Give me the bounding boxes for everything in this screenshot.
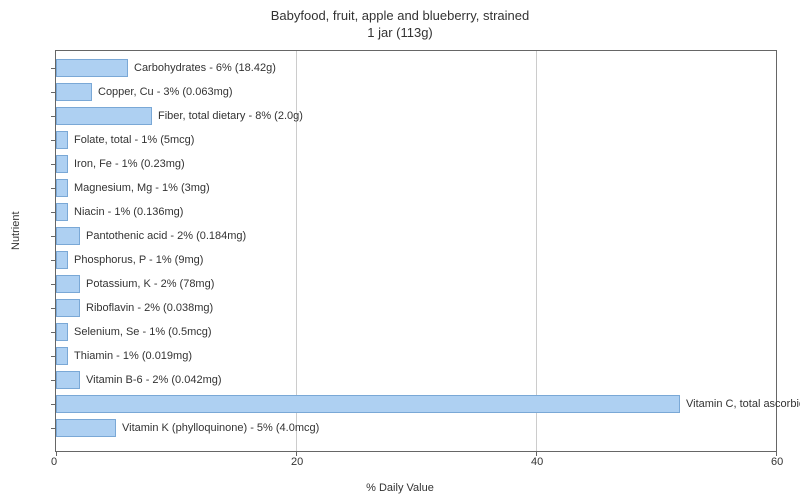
x-tick-label: 0: [51, 456, 57, 468]
bar: [56, 419, 116, 437]
y-tick: [51, 332, 56, 333]
x-axis-label: % Daily Value: [0, 482, 800, 494]
bar: [56, 323, 68, 341]
title-line-2: 1 jar (113g): [367, 25, 433, 40]
gridline: [536, 51, 537, 451]
bar: [56, 107, 152, 125]
x-tick-label: 20: [291, 456, 303, 468]
bar-label: Potassium, K - 2% (78mg): [86, 275, 214, 293]
bar: [56, 131, 68, 149]
bar-label: Vitamin C, total ascorbic acid - 52% (31…: [686, 395, 800, 413]
y-tick: [51, 92, 56, 93]
bar: [56, 155, 68, 173]
bar: [56, 347, 68, 365]
bar: [56, 371, 80, 389]
y-tick: [51, 404, 56, 405]
y-tick: [51, 164, 56, 165]
bar-label: Fiber, total dietary - 8% (2.0g): [158, 107, 303, 125]
y-tick: [51, 380, 56, 381]
y-axis-label: Nutrient: [10, 211, 22, 250]
y-tick: [51, 284, 56, 285]
y-tick: [51, 116, 56, 117]
nutrient-chart: Babyfood, fruit, apple and blueberry, st…: [0, 0, 800, 500]
bar-label: Phosphorus, P - 1% (9mg): [74, 251, 203, 269]
bar-label: Copper, Cu - 3% (0.063mg): [98, 83, 233, 101]
title-line-1: Babyfood, fruit, apple and blueberry, st…: [271, 8, 529, 23]
bar-label: Riboflavin - 2% (0.038mg): [86, 299, 213, 317]
bar-label: Magnesium, Mg - 1% (3mg): [74, 179, 210, 197]
bar: [56, 203, 68, 221]
plot-area: Carbohydrates - 6% (18.42g) Copper, Cu - …: [55, 50, 777, 452]
bar-label: Selenium, Se - 1% (0.5mcg): [74, 323, 212, 341]
bar-label: Folate, total - 1% (5mcg): [74, 131, 194, 149]
y-tick: [51, 212, 56, 213]
bar-label: Vitamin K (phylloquinone) - 5% (4.0mcg): [122, 419, 319, 437]
bar: [56, 227, 80, 245]
bar-label: Thiamin - 1% (0.019mg): [74, 347, 192, 365]
x-tick-label: 60: [771, 456, 783, 468]
chart-title: Babyfood, fruit, apple and blueberry, st…: [0, 0, 800, 42]
y-tick: [51, 236, 56, 237]
bar-label: Iron, Fe - 1% (0.23mg): [74, 155, 185, 173]
bar: [56, 275, 80, 293]
bar-label: Pantothenic acid - 2% (0.184mg): [86, 227, 246, 245]
y-tick: [51, 260, 56, 261]
bar: [56, 395, 680, 413]
y-tick: [51, 68, 56, 69]
y-tick: [51, 428, 56, 429]
y-tick: [51, 140, 56, 141]
bar: [56, 179, 68, 197]
y-tick: [51, 356, 56, 357]
bar: [56, 59, 128, 77]
y-tick: [51, 188, 56, 189]
bar: [56, 251, 68, 269]
bar: [56, 83, 92, 101]
bar-label: Carbohydrates - 6% (18.42g): [134, 59, 276, 77]
y-tick: [51, 308, 56, 309]
bar: [56, 299, 80, 317]
x-tick-label: 40: [531, 456, 543, 468]
bar-label: Vitamin B-6 - 2% (0.042mg): [86, 371, 222, 389]
bar-label: Niacin - 1% (0.136mg): [74, 203, 183, 221]
